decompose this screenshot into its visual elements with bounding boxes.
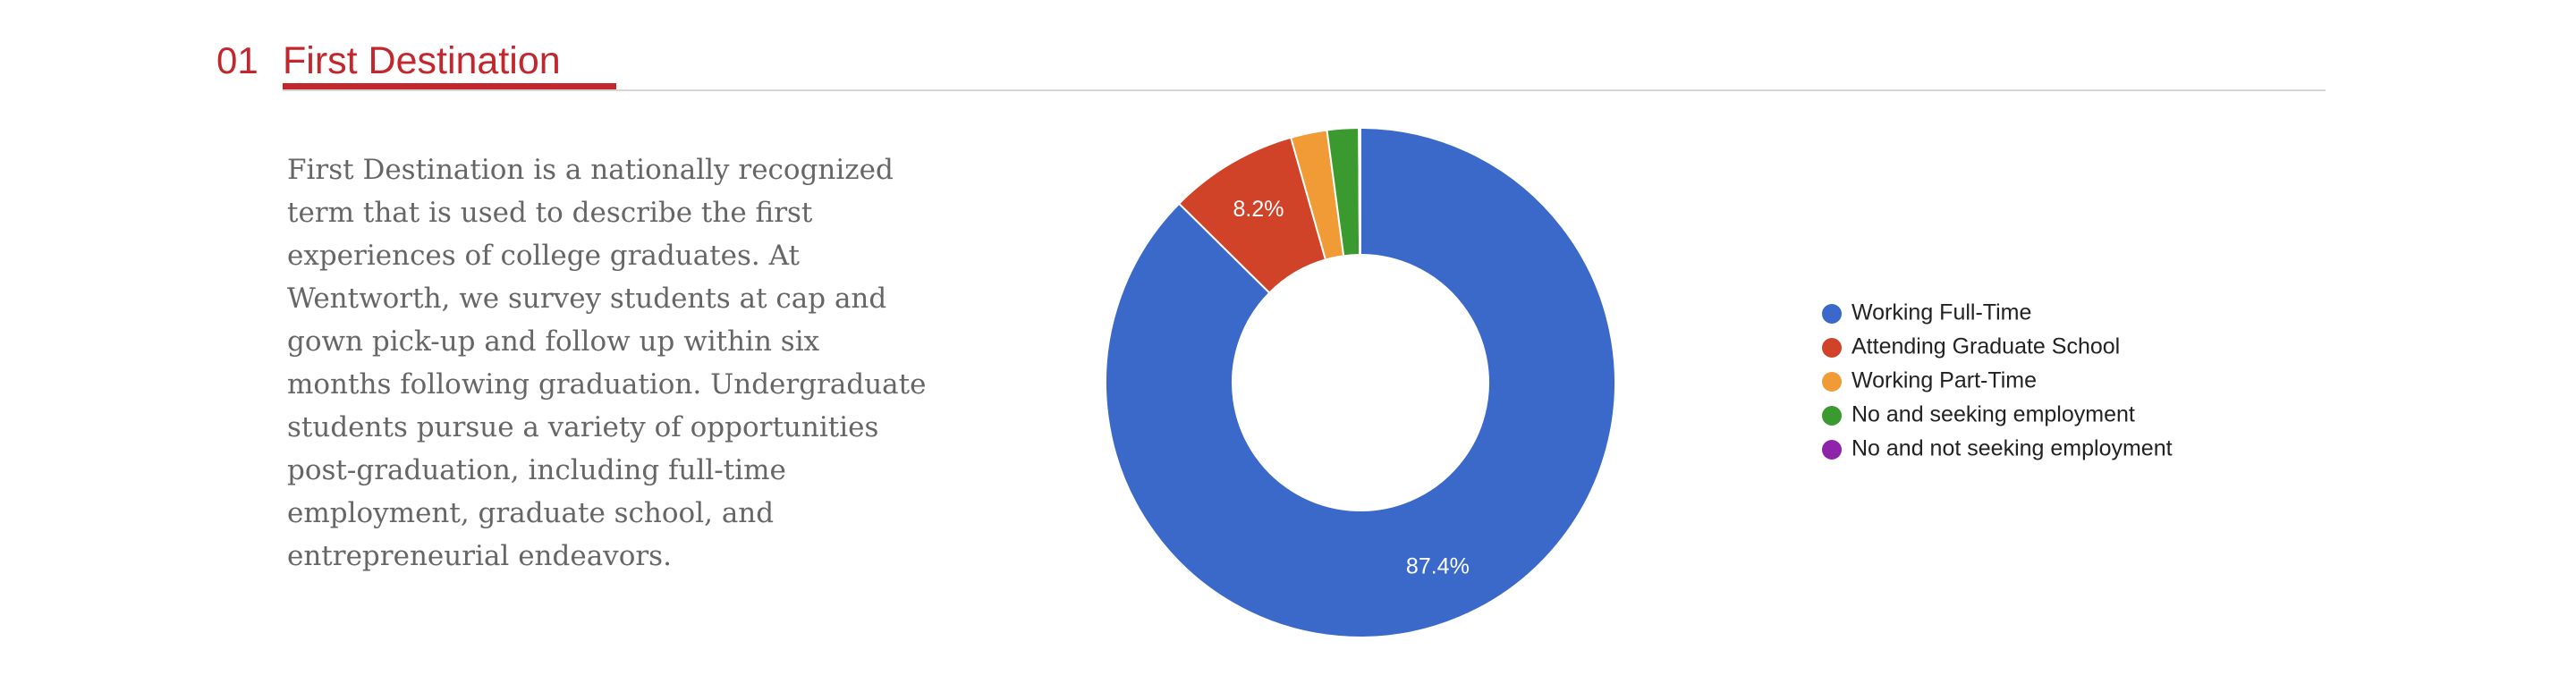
- legend-marker: [1822, 440, 1842, 460]
- legend-label: Working Full-Time: [1852, 300, 2031, 325]
- legend-marker: [1822, 406, 1842, 426]
- legend-marker: [1822, 372, 1842, 392]
- legend-marker: [1822, 304, 1842, 324]
- legend-label: Working Part-Time: [1852, 368, 2037, 393]
- divider: [283, 89, 2326, 91]
- section-number: 01: [216, 39, 258, 81]
- slice-label: 8.2%: [1233, 197, 1284, 222]
- legend-marker: [1822, 338, 1842, 358]
- legend-label: No and not seeking employment: [1852, 436, 2173, 461]
- slice-label: 87.4%: [1406, 553, 1470, 578]
- legend-label: Attending Graduate School: [1852, 334, 2120, 359]
- legend-label: No and seeking employment: [1852, 402, 2135, 427]
- title-underline: [283, 83, 616, 89]
- slice: [1358, 126, 1361, 257]
- description: First Destination is a nationally recogn…: [287, 154, 927, 572]
- slice: [1105, 126, 1616, 638]
- section-title: First Destination: [283, 39, 561, 82]
